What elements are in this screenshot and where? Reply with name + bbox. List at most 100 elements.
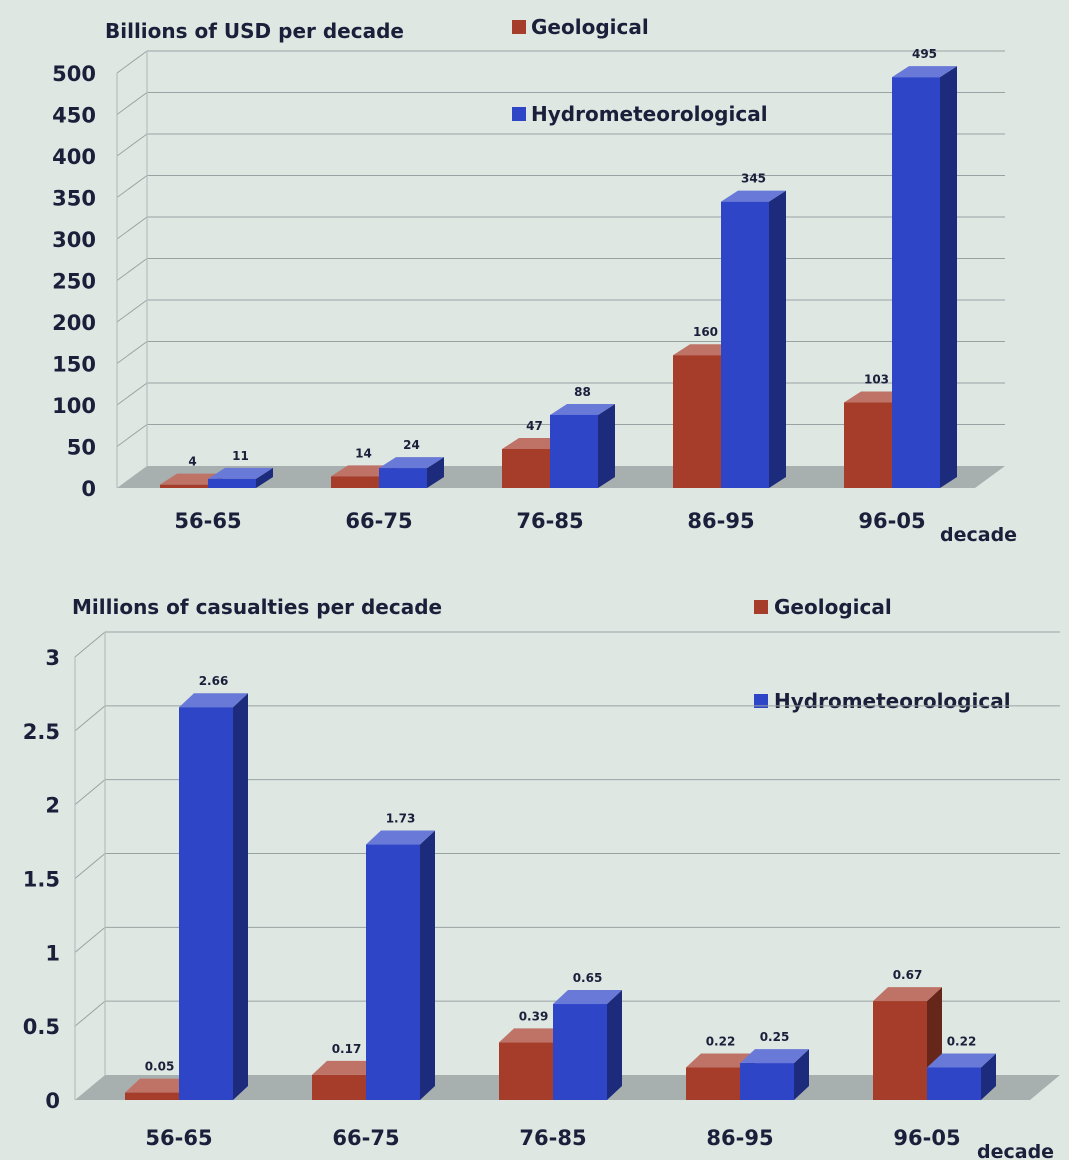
data-label: 24: [403, 438, 420, 452]
gridline-slant: [74, 853, 106, 879]
x-tick-label: 96-05: [893, 1126, 960, 1150]
data-label: 0.65: [573, 971, 603, 985]
legend-swatch-geological: [754, 600, 768, 614]
data-label: 0.67: [893, 968, 923, 982]
gridline-slant: [74, 926, 106, 953]
data-labels: 4 11 14 24 47 88 160 345 103 495: [188, 47, 937, 469]
data-label: 14: [355, 446, 372, 460]
bar-top: [686, 1053, 755, 1068]
gridline-slant: [116, 382, 148, 406]
legend-swatch-geological: [512, 20, 526, 34]
y-tick-label: 2: [45, 794, 60, 818]
bar-hydrometeorological-66-75: [366, 830, 435, 1100]
chart-casualties: Millions of casualties per decade Geolog…: [23, 595, 1060, 1160]
bar-front: [844, 402, 892, 488]
bar-top: [927, 1053, 996, 1068]
y-tick-label: 250: [52, 270, 96, 294]
data-label: 0.22: [706, 1035, 736, 1049]
bar-front: [208, 478, 256, 488]
data-label: 88: [574, 385, 591, 399]
bars: [160, 66, 957, 489]
y-tick-label: 200: [52, 311, 96, 335]
bar-side: [794, 1049, 809, 1100]
bar-front: [366, 844, 420, 1100]
data-label: 0.22: [947, 1035, 977, 1049]
data-label: 495: [912, 47, 937, 61]
legend-label-hydrometeorological: Hydrometeorological: [531, 102, 768, 126]
bar-front: [379, 468, 427, 488]
bar-front: [927, 1067, 981, 1100]
y-tick-label: 3: [45, 646, 60, 670]
bar-top: [312, 1060, 381, 1075]
data-label: 4: [188, 455, 196, 469]
bar-side: [233, 693, 248, 1100]
x-tick-label: 66-75: [345, 509, 412, 533]
bar-front: [721, 201, 769, 488]
bar-hydrometeorological-76-85: [550, 403, 615, 488]
chart-title: Billions of USD per decade: [105, 19, 404, 43]
bar-top: [379, 457, 444, 469]
bar-top: [366, 830, 435, 845]
x-tick-label: 76-85: [519, 1126, 586, 1150]
bar-side: [769, 190, 786, 488]
y-tick-label: 0: [81, 477, 96, 501]
gridline-slant: [116, 92, 148, 115]
y-tick-label: 0: [45, 1089, 60, 1113]
bar-hydrometeorological-96-05: [927, 1053, 996, 1100]
bar-front: [892, 77, 940, 489]
bar-side: [256, 467, 273, 488]
y-tick-label: 50: [67, 436, 96, 460]
data-label: 160: [693, 325, 718, 339]
bar-front: [312, 1074, 366, 1100]
bar-side: [981, 1053, 996, 1100]
bar-side: [420, 830, 435, 1100]
bar-hydrometeorological-96-05: [892, 66, 957, 489]
bar-front: [502, 448, 550, 488]
data-label: 0.05: [145, 1060, 175, 1074]
data-label: 1.73: [386, 812, 416, 826]
gridline-slant: [116, 299, 148, 323]
y-axis: 0 50 100 150 200 250 300 350 400 450 500: [52, 62, 96, 501]
x-tick-label: 96-05: [858, 509, 925, 533]
y-tick-label: 350: [52, 187, 96, 211]
data-label: 0.39: [519, 1009, 549, 1023]
bar-hydrometeorological-76-85: [553, 990, 622, 1100]
y-axis: 0 0.5 1 1.5 2 2.5 3: [23, 646, 60, 1113]
data-label: 0.17: [332, 1042, 362, 1056]
gridline-slant: [116, 175, 148, 198]
gridline-slant: [74, 705, 106, 732]
bar-front: [873, 1001, 927, 1100]
y-tick-label: 1.5: [23, 868, 60, 892]
bar-top: [740, 1049, 809, 1064]
x-tick-label: 76-85: [516, 509, 583, 533]
y-tick-label: 0.5: [23, 1015, 60, 1039]
data-labels: 0.05 2.66 0.17 1.73 0.39 0.65 0.22 0.25 0.67 0.22: [145, 674, 977, 1073]
bar-top: [892, 66, 957, 78]
bar-hydrometeorological-56-65: [179, 693, 248, 1100]
gridline-slant: [116, 258, 148, 281]
data-label: 0.25: [760, 1030, 790, 1044]
bar-hydrometeorological-86-95: [721, 190, 786, 488]
data-label: 2.66: [199, 674, 229, 688]
legend-label-geological: Geological: [774, 595, 892, 619]
bar-top: [550, 403, 615, 415]
bar-front: [179, 707, 233, 1100]
data-label: 11: [232, 449, 249, 463]
bar-top: [721, 190, 786, 202]
x-axis-label: decade: [977, 1141, 1054, 1160]
bar-side: [607, 990, 622, 1100]
data-label: 103: [864, 373, 889, 387]
bar-side: [598, 403, 615, 488]
y-tick-label: 1: [45, 941, 60, 965]
legend-label-hydrometeorological: Hydrometeorological: [774, 689, 1011, 713]
x-axis: 56-65 66-75 76-85 86-95 96-05: [174, 509, 925, 533]
bar-front: [673, 355, 721, 488]
bar-top: [553, 990, 622, 1005]
gridline-slant: [74, 631, 106, 658]
legend-swatch-hydrometeorological: [512, 107, 526, 121]
gridline-slant: [116, 341, 148, 364]
bar-side: [427, 457, 444, 488]
bar-side: [940, 66, 957, 489]
legend-label-geological: Geological: [531, 15, 649, 39]
